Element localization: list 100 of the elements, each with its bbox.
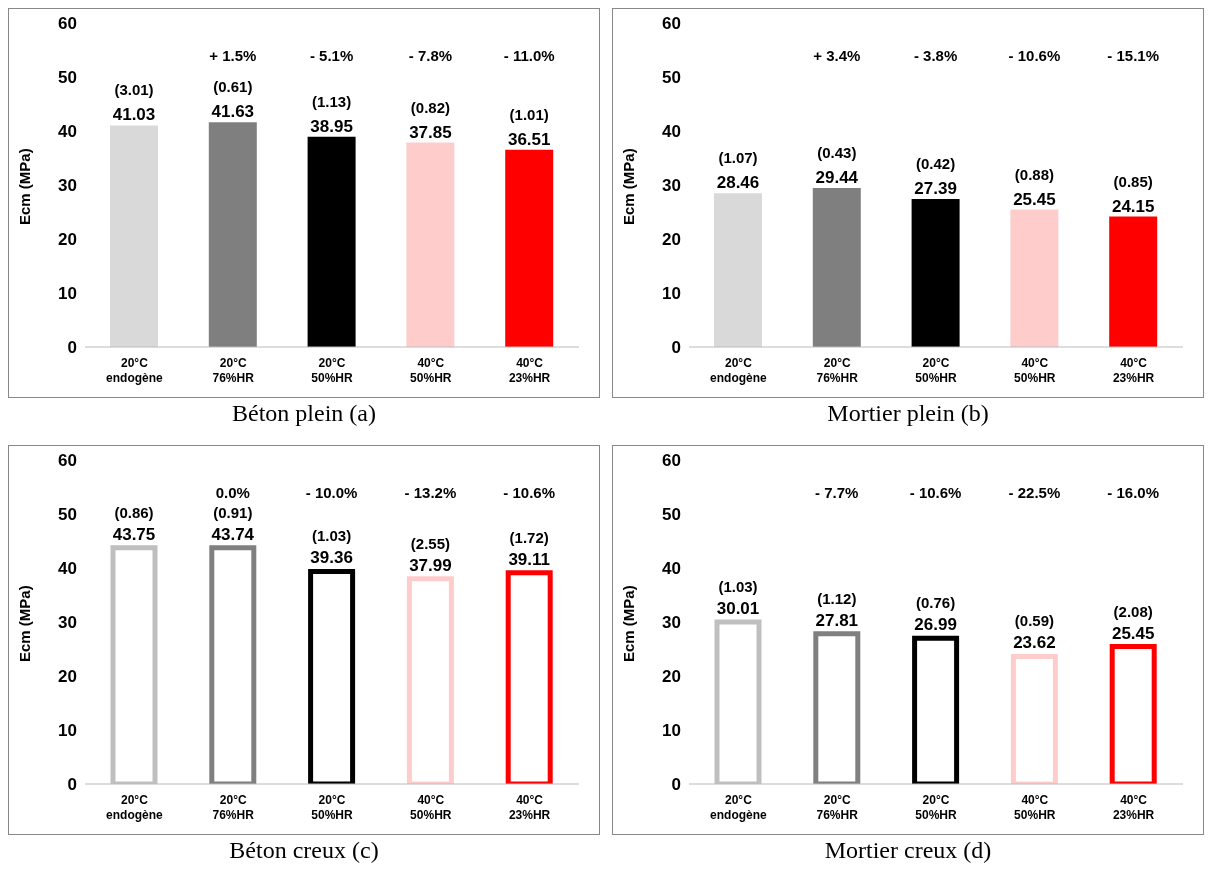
annotation: (1.07) [718, 149, 758, 167]
y-tick-label: 20 [662, 667, 681, 687]
x-tick-label: 40°C 50%HR [1014, 793, 1056, 822]
annotation: (0.86) [114, 503, 154, 521]
y-tick-label: 0 [671, 338, 681, 358]
annotation: - 22.5% [1008, 484, 1061, 501]
y-tick-label: 10 [58, 284, 77, 304]
data-label: 39.11 [508, 549, 550, 569]
x-tick-label: 40°C 23%HR [1112, 356, 1155, 385]
annotation: - 15.1% [1107, 47, 1160, 64]
x-tick-label: 40°C 23%HR [508, 793, 551, 822]
data-label: 36.51 [507, 129, 551, 149]
y-tick-label: 0 [67, 775, 77, 795]
bar [1109, 216, 1158, 347]
annotation: - 16.0% [1107, 484, 1160, 501]
y-axis-title: Ecm (MPa) [16, 148, 34, 225]
data-label: 26.99 [914, 615, 957, 635]
annotation: (1.03) [718, 577, 758, 595]
x-tick-label: 20°C 50%HR [311, 356, 353, 385]
y-axis-title: Ecm (MPa) [620, 585, 638, 662]
y-tick-label: 30 [58, 176, 77, 196]
data-label: 43.74 [211, 524, 255, 544]
text: Béton creux (c) [228, 837, 380, 864]
y-tick-label: 40 [662, 559, 681, 579]
data-label: 43.75 [112, 524, 156, 544]
annotation: (1.01) [509, 105, 549, 123]
data-label: 27.81 [815, 610, 859, 630]
annotation: (0.76) [916, 594, 956, 612]
annotation: 0.0% [215, 484, 250, 501]
annotation: + 3.4% [813, 47, 861, 64]
data-label: 41.63 [211, 102, 255, 122]
annotation: - 10.6% [503, 484, 556, 501]
annotation: (3.01) [114, 81, 154, 99]
y-tick-label: 60 [58, 451, 77, 471]
bar [110, 125, 158, 347]
annotation: (1.03) [312, 527, 352, 545]
data-label: 24.15 [1111, 196, 1155, 216]
y-tick-label: 30 [662, 176, 681, 196]
annotation: (0.42) [916, 155, 956, 173]
x-tick-label: 40°C 50%HR [410, 793, 452, 822]
bar [911, 199, 960, 347]
annotation: - 7.7% [815, 484, 859, 501]
x-tick-label: 20°C 50%HR [915, 793, 957, 822]
data-label: 28.46 [716, 173, 760, 193]
y-tick-label: 40 [58, 559, 77, 579]
y-tick-label: 30 [58, 613, 77, 633]
y-tick-label: 40 [662, 122, 681, 142]
y-tick-label: 40 [58, 122, 77, 142]
x-tick-label: 20°C endogène [710, 793, 768, 822]
x-tick-label: 20°C endogène [106, 356, 164, 385]
annotation: (0.91) [213, 503, 253, 521]
x-tick-label: 20°C 76%HR [212, 356, 255, 385]
data-label: 30.01 [716, 598, 760, 618]
y-tick-label: 60 [662, 14, 681, 34]
y-tick-label: 10 [58, 721, 77, 741]
data-label: 25.45 [1013, 189, 1056, 209]
bar [208, 122, 257, 347]
bar [505, 149, 554, 347]
annotation: - 10.6% [1008, 47, 1061, 64]
y-tick-label: 50 [58, 68, 77, 88]
x-tick-label: 20°C endogène [710, 356, 768, 385]
annotation: - 10.0% [305, 484, 358, 501]
y-axis-title: Ecm (MPa) [16, 585, 34, 662]
bar [406, 142, 455, 347]
data-label: 37.85 [409, 122, 452, 142]
annotation: (2.08) [1113, 602, 1153, 620]
data-label: 38.95 [310, 116, 353, 136]
data-label: 39.36 [310, 548, 353, 568]
y-tick-label: 60 [662, 451, 681, 471]
bar [1010, 209, 1059, 347]
y-axis-title: Ecm (MPa) [620, 148, 638, 225]
y-tick-label: 60 [58, 14, 77, 34]
x-tick-label: 20°C 76%HR [816, 793, 859, 822]
x-tick-label: 40°C 50%HR [1014, 356, 1056, 385]
y-tick-label: 10 [662, 721, 681, 741]
y-tick-label: 20 [58, 667, 77, 687]
x-tick-label: 40°C 23%HR [508, 356, 551, 385]
annotation: (0.43) [817, 144, 857, 162]
x-tick-label: 20°C endogène [106, 793, 164, 822]
x-tick-label: 40°C 23%HR [1112, 793, 1155, 822]
data-label: 25.45 [1111, 623, 1155, 643]
y-tick-label: 50 [662, 505, 681, 525]
y-tick-label: 0 [671, 775, 681, 795]
text: Béton plein (a) [231, 400, 377, 427]
y-tick-label: 50 [662, 68, 681, 88]
text: Mortier creux (d) [823, 837, 993, 864]
annotation: (0.61) [213, 78, 253, 96]
x-tick-label: 20°C 76%HR [212, 793, 255, 822]
y-tick-label: 0 [67, 338, 77, 358]
bar [714, 193, 762, 347]
x-tick-label: 20°C 50%HR [311, 793, 353, 822]
annotation: - 10.6% [909, 484, 962, 501]
annotation: - 7.8% [408, 47, 453, 64]
annotation: - 5.1% [309, 47, 354, 64]
annotation: - 11.0% [503, 47, 555, 64]
x-tick-label: 20°C 76%HR [816, 356, 859, 385]
data-label: 41.03 [112, 105, 156, 125]
annotation: (0.82) [410, 98, 450, 116]
annotation: (1.72) [509, 528, 549, 546]
text: Mortier plein (b) [826, 400, 990, 427]
